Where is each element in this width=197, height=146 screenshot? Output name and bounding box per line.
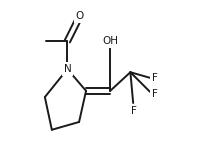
Text: F: F <box>152 89 158 99</box>
Text: F: F <box>131 106 137 116</box>
Text: O: O <box>76 11 84 21</box>
Text: F: F <box>152 73 158 84</box>
Text: OH: OH <box>102 36 118 46</box>
Text: N: N <box>63 64 71 74</box>
